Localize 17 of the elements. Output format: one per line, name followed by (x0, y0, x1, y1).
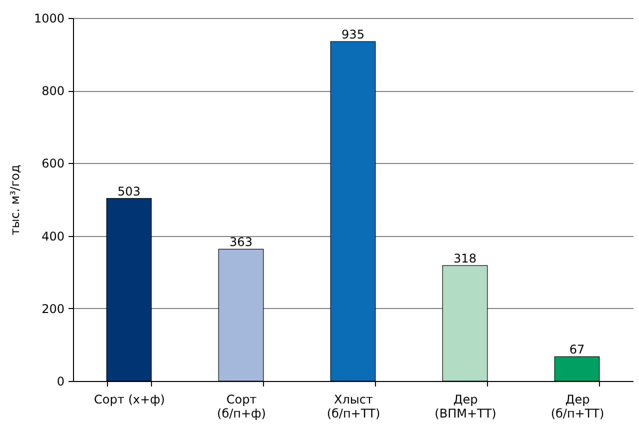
y-tick-label: 1000 (34, 12, 64, 26)
data-label: 935 (342, 28, 364, 42)
x-tick-label: Дер (ВПМ+ТТ) (434, 392, 496, 420)
x-tick-label: Дер (б/п+ТТ) (550, 392, 604, 420)
data-label: 318 (454, 252, 476, 266)
y-tick-label: 600 (42, 156, 64, 171)
x-tick-label: Хлыст (б/п+ТТ) (326, 392, 380, 420)
y-axis-title: тыс. м³/год (8, 164, 22, 236)
y-tick-label: 400 (42, 229, 64, 244)
data-label: 503 (118, 184, 140, 198)
y-tick-label: 0 (56, 374, 64, 388)
data-label: 67 (569, 342, 585, 357)
y-tick-label: 200 (42, 302, 64, 316)
y-tick-label: 800 (42, 84, 64, 98)
x-tick-label: Сорт (б/п+ф) (217, 392, 266, 420)
data-label: 363 (230, 235, 252, 250)
x-tick-label: Сорт (х+ф) (94, 392, 165, 406)
